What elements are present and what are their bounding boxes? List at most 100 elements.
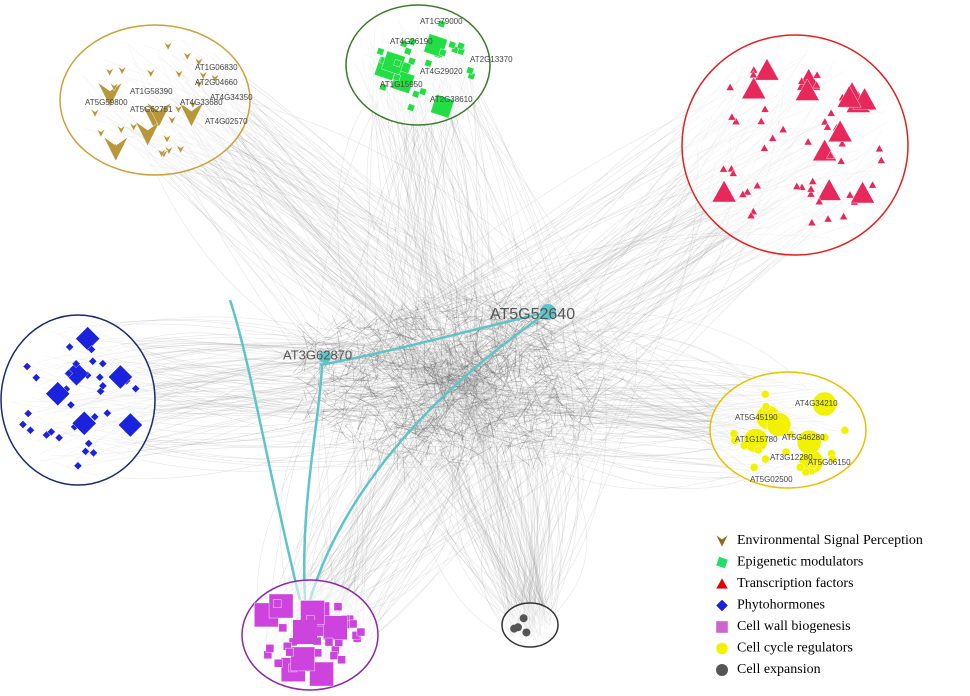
core-edge [338,325,369,336]
core-edge [435,453,463,472]
core-edge [394,425,397,461]
edge [469,379,719,428]
core-edge [470,389,481,401]
edge [450,379,549,626]
node [71,410,97,436]
core-edge [459,413,475,444]
edge [313,342,437,600]
edge [125,384,356,422]
core-edge [365,387,391,406]
core-edge [353,365,355,372]
edge [417,300,753,470]
edge [485,358,544,617]
core-edge [459,388,476,397]
core-edge [372,364,375,374]
core-edge [453,422,481,435]
core-edge [466,400,479,406]
core-edge [346,377,370,382]
edge [385,386,539,643]
node [329,651,339,660]
core-edge [384,407,401,428]
core-edge [449,398,469,411]
node [760,143,769,152]
core-edge [438,398,464,402]
core-edge [464,402,471,414]
core-edge [484,396,491,402]
edge [481,284,540,609]
edge [506,455,530,610]
core-edge [422,370,451,389]
core-edge [465,393,473,404]
edge [404,108,444,386]
core-edge [361,413,380,417]
core-edge [446,363,456,365]
edge [539,346,638,613]
node-label: AT4G29020 [420,67,463,76]
core-edge [463,389,480,397]
core-edge [536,401,552,419]
node [290,646,315,672]
core-edge [515,391,531,394]
node-label: AT5G45190 [735,413,778,422]
core-edge [471,372,478,397]
edge [354,95,400,398]
core-edge [482,309,509,323]
node [845,190,855,199]
core-edge [389,361,395,376]
node-label: AT5G59800 [85,98,128,107]
core-edge [459,445,465,453]
cluster-outline [681,34,909,256]
edge [423,394,750,417]
core-edge [455,289,458,322]
edge [464,364,554,625]
core-edge [327,402,338,406]
core-edge [493,362,498,378]
node [293,620,317,644]
core-edge [474,344,502,355]
edge [164,162,329,373]
core-edge [357,310,375,333]
edge [290,395,649,602]
core-edge [450,377,462,388]
node [210,74,220,83]
core-edge [444,405,454,420]
core-edge [538,348,547,383]
core-edge [389,382,413,389]
core-edge [383,424,412,432]
core-edge [502,339,513,350]
core-edge [391,349,416,351]
core-edge [524,318,546,331]
core-edge [442,339,446,346]
core-edge [521,377,530,387]
node [725,82,735,91]
node [272,599,282,608]
core-edge [526,395,535,416]
core-edge [436,414,438,427]
core-edge [420,425,427,433]
core-edge [398,385,406,407]
core-edge [536,419,548,426]
node [746,211,756,219]
edge [354,343,437,620]
edge [497,351,732,431]
core-edge [458,408,470,411]
core-edge [446,303,452,310]
edge [486,372,532,638]
core-edge [411,425,432,435]
core-edge [437,380,443,397]
core-edge [391,369,416,394]
edge [238,88,483,364]
edge [541,462,588,627]
node-label: AT5G62751 [130,105,173,114]
core-edge [525,397,537,413]
core-edge [488,388,491,394]
core-edge [574,365,580,380]
node [522,628,531,637]
core-edge [521,387,524,396]
core-edge [305,383,315,388]
core-edge [323,390,329,394]
highlight-edge [302,364,324,601]
core-edge [375,344,381,372]
core-edge [512,423,521,434]
